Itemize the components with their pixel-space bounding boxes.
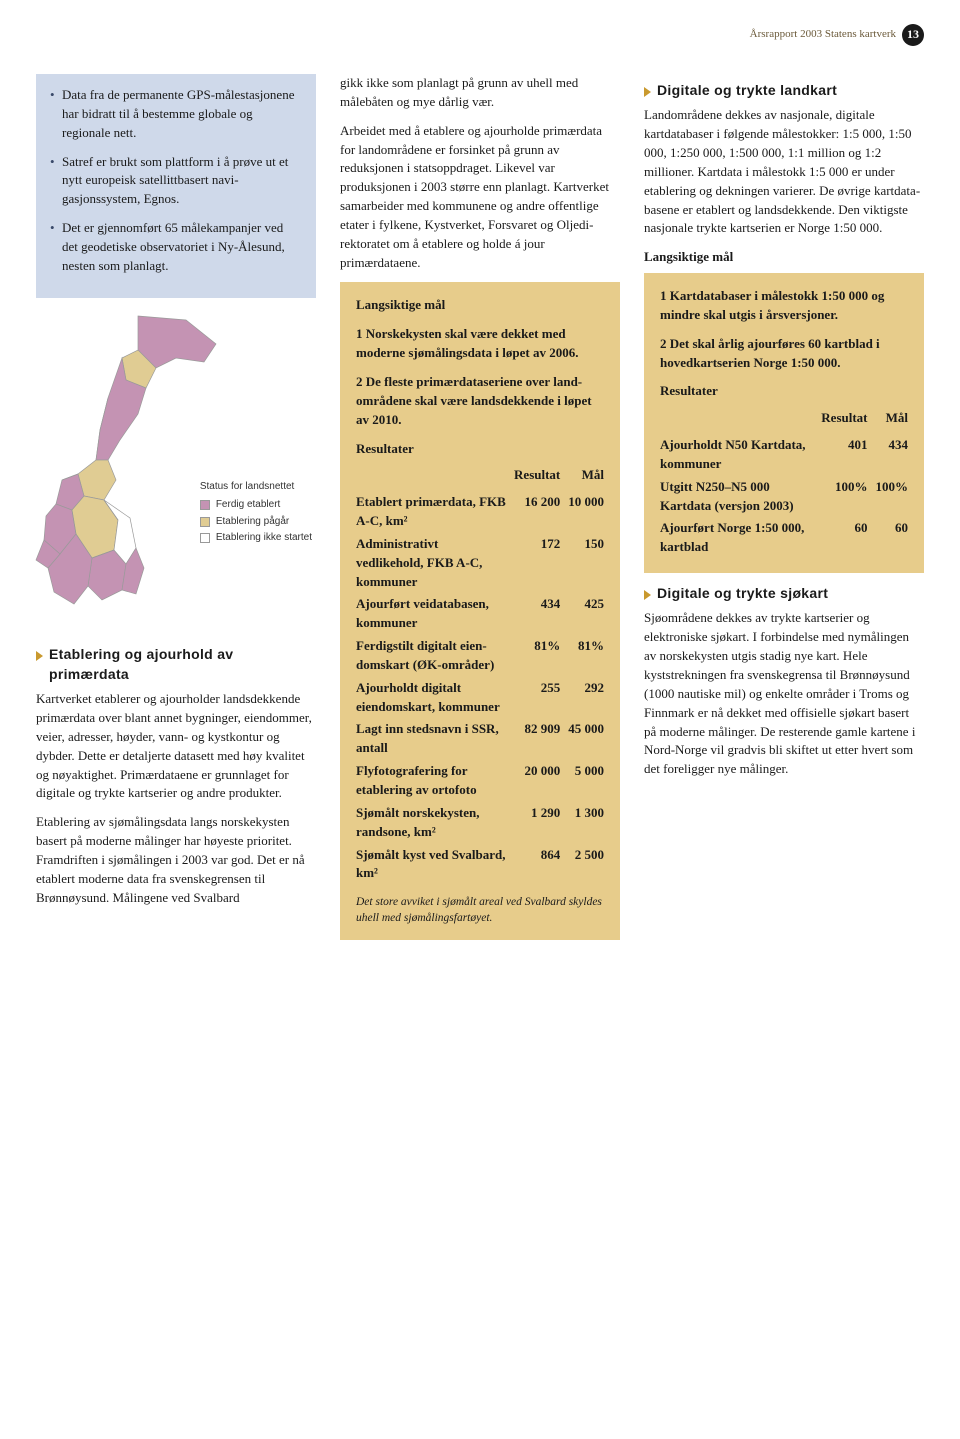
legend-label: Ferdig etablert — [216, 498, 280, 513]
norway-map: Status for landsnettet Ferdig etablert E… — [36, 310, 316, 630]
table-row: Sjømålt norskekysten, randsone, km²1 290… — [356, 802, 604, 844]
column-1: Data fra de permanente GPS-målesta­sjone… — [36, 74, 316, 917]
body-paragraph: Landområdene dekkes av nasjonale, digi­t… — [644, 106, 924, 238]
table-header: Resultat — [821, 407, 867, 434]
map-legend: Status for landsnettet Ferdig etablert E… — [200, 480, 312, 548]
body-paragraph: Sjøområdene dekkes av trykte kartserier … — [644, 609, 924, 779]
header-text: Årsrapport 2003 Statens kartverk — [750, 27, 896, 43]
section-title: Digitale og trykte sjøkart — [657, 583, 828, 603]
table-row: Ajourholdt digitalt eiendomskart, kommun… — [356, 677, 604, 719]
subhead: Langsiktige mål — [356, 296, 604, 315]
legend-label: Etablering pågår — [216, 515, 289, 530]
subhead: Resultater — [356, 440, 604, 459]
bluebox-item: Satref er brukt som plattform i å prøve … — [50, 153, 302, 210]
column-3: Digitale og trykte landkart Landområdene… — [644, 74, 924, 789]
legend-item: Etablering ikke startet — [200, 531, 312, 546]
page-header: Årsrapport 2003 Statens kartverk 13 — [36, 24, 924, 46]
table-row: Etablert primærdata, FKB A-C, km²16 2001… — [356, 491, 604, 533]
table-row: Ajourført Norge 1:50 000, kartblad6060 — [660, 517, 908, 559]
legend-swatch — [200, 517, 210, 527]
results-table-col2: Resultat Mål Etablert primærdata, FKB A-… — [356, 464, 604, 885]
section-head-landkart: Digitale og trykte landkart — [644, 80, 924, 100]
goal-item: 2 De fleste primærdataseriene over land­… — [356, 373, 604, 430]
section-head-sjokart: Digitale og trykte sjøkart — [644, 583, 924, 603]
bluebox-item: Data fra de permanente GPS-målesta­sjone… — [50, 86, 302, 143]
column-2: gikk ikke som planlagt på grunn av uhell… — [340, 74, 620, 950]
section-title: Etablering og ajourhold av primærdata — [49, 644, 316, 685]
table-row: Ajourholdt N50 Kart­data, kommuner401434 — [660, 434, 908, 476]
goal-item: 1 Norskekysten skal være dekket med mode… — [356, 325, 604, 363]
table-header — [356, 464, 514, 491]
table-row: Administrativt vedlikehold, FKB A-C, kom… — [356, 533, 604, 594]
table-header: Resultat — [514, 464, 560, 491]
table-row: Lagt inn stedsnavn i SSR, antall82 90945… — [356, 718, 604, 760]
goal-item: 2 Det skal årlig ajourføres 60 kartblad … — [660, 335, 908, 373]
body-paragraph: Arbeidet med å etablere og ajourholde pr… — [340, 122, 620, 273]
table-header: Mål — [868, 407, 909, 434]
legend-swatch — [200, 500, 210, 510]
ochre-box-col3: 1 Kartdatabaser i målestokk 1:50 000 og … — [644, 273, 924, 573]
table-header — [660, 407, 821, 434]
goal-item: 1 Kartdatabaser i målestokk 1:50 000 og … — [660, 287, 908, 325]
legend-title: Status for landsnettet — [200, 480, 312, 495]
table-row: Sjømålt kyst ved Svalbard, km²8642 500 — [356, 844, 604, 886]
table-row: Utgitt N250–N5 000 Kartdata (versjon 200… — [660, 476, 908, 518]
table-row: Ajourført veidatabasen, kommuner434425 — [356, 593, 604, 635]
ochre-box-col2: Langsiktige mål 1 Norskekysten skal være… — [340, 282, 620, 940]
bluebox-bullets: Data fra de permanente GPS-målesta­sjone… — [36, 74, 316, 298]
legend-item: Etablering pågår — [200, 515, 312, 530]
body-paragraph: Kartverket etablerer og ajourholder land… — [36, 690, 316, 803]
section-head-primærdata: Etablering og ajourhold av primærdata — [36, 644, 316, 685]
subhead: Resultater — [660, 382, 908, 401]
bluebox-item: Det er gjennomført 65 målekampanjer ved … — [50, 219, 302, 276]
table-header: Mål — [560, 464, 604, 491]
triangle-icon — [644, 87, 651, 97]
main-columns: Data fra de permanente GPS-målesta­sjone… — [36, 74, 924, 950]
page-number-badge: 13 — [902, 24, 924, 46]
body-paragraph: Etablering av sjømålingsdata langs nor­s… — [36, 813, 316, 907]
body-paragraph: gikk ikke som planlagt på grunn av uhell… — [340, 74, 620, 112]
table-row: Flyfotografering for etablering av ortof… — [356, 760, 604, 802]
goal-list: 1 Norskekysten skal være dekket med mode… — [356, 325, 604, 429]
legend-swatch — [200, 533, 210, 543]
table-row: Ferdigstilt digitalt eien­domskart (ØK-o… — [356, 635, 604, 677]
map-svg — [18, 310, 228, 630]
legend-label: Etablering ikke startet — [216, 531, 312, 546]
legend-item: Ferdig etablert — [200, 498, 312, 513]
triangle-icon — [36, 651, 43, 661]
section-title: Digitale og trykte landkart — [657, 80, 837, 100]
table-footnote: Det store avviket i sjømålt areal ved Sv… — [356, 895, 604, 926]
subhead: Langsiktige mål — [644, 248, 924, 267]
results-table-col3: Resultat Mål Ajourholdt N50 Kart­data, k… — [660, 407, 908, 559]
triangle-icon — [644, 590, 651, 600]
